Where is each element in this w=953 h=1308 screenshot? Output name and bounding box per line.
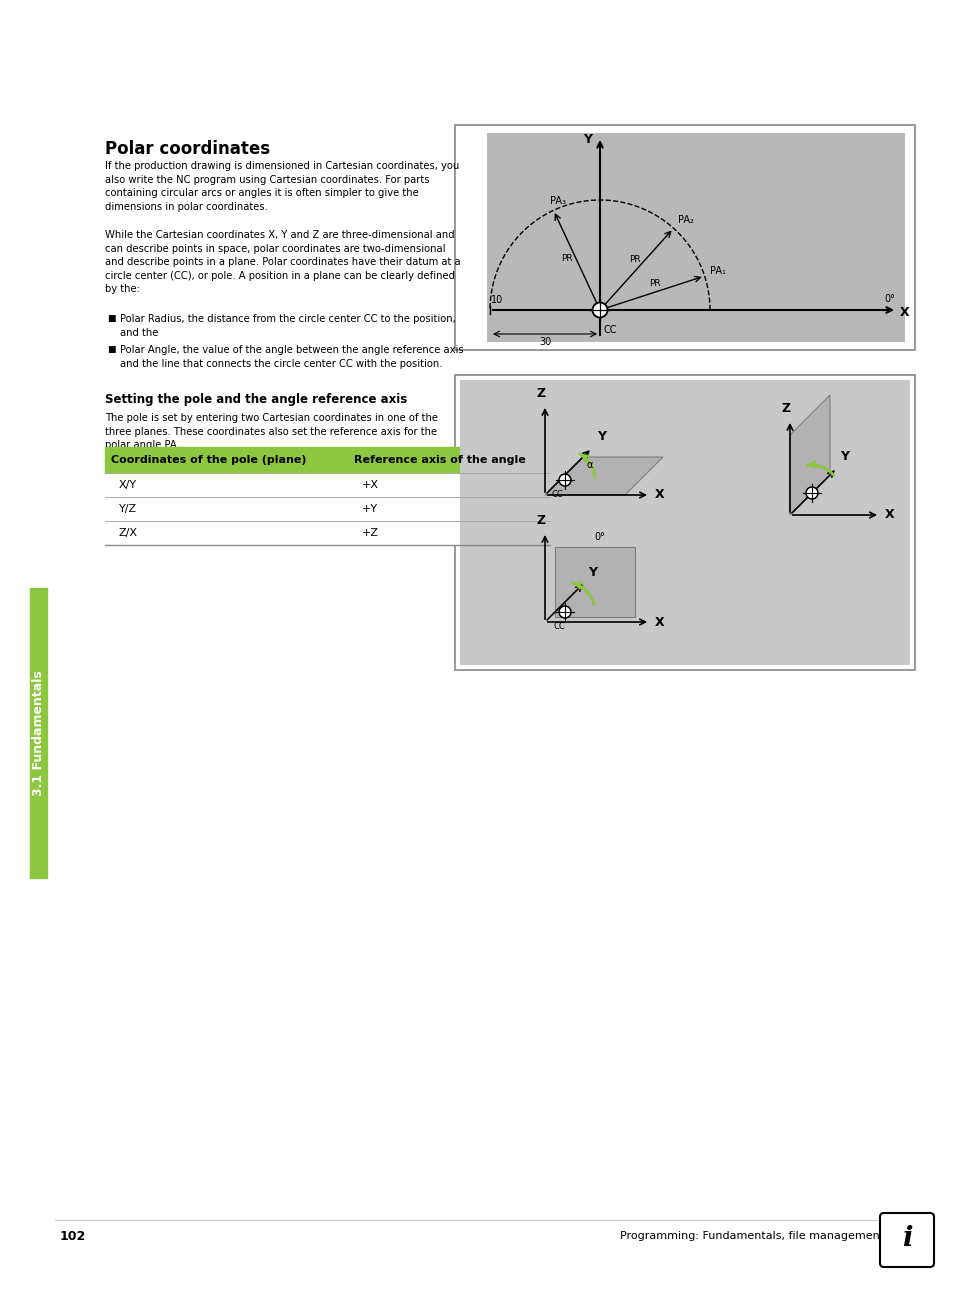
Circle shape [805, 487, 817, 498]
Text: 3.1 Fundamentals: 3.1 Fundamentals [32, 670, 45, 795]
Polygon shape [555, 547, 635, 617]
Text: i: i [901, 1224, 911, 1252]
Bar [105, 473, 550, 497]
Bar [105, 497, 550, 521]
FancyBboxPatch shape [879, 1213, 933, 1267]
Text: +X: +X [362, 480, 378, 490]
Text: Reference axis of the angle: Reference axis of the angle [354, 455, 525, 466]
Bar [486, 133, 904, 341]
Text: PR: PR [628, 255, 639, 264]
Bar [459, 381, 909, 664]
Polygon shape [544, 456, 662, 494]
Text: ■: ■ [107, 345, 115, 354]
Text: Z/X: Z/X [119, 528, 138, 538]
Text: 102: 102 [60, 1230, 86, 1243]
Text: Y/Z: Y/Z [119, 504, 137, 514]
Text: CC: CC [551, 490, 562, 498]
Text: Polar coordinates: Polar coordinates [105, 140, 270, 158]
Polygon shape [789, 395, 829, 515]
Circle shape [592, 302, 607, 318]
Text: Y: Y [582, 133, 592, 146]
Text: Y: Y [840, 450, 848, 463]
Text: PR: PR [560, 254, 573, 263]
Text: α: α [586, 460, 593, 470]
Text: 0°: 0° [594, 532, 605, 542]
Text: Polar Radius, the distance from the circle center CC to the position,
and the: Polar Radius, the distance from the circ… [120, 314, 456, 337]
Text: Y: Y [597, 430, 605, 443]
Text: 10: 10 [491, 296, 503, 305]
Text: CC: CC [603, 324, 617, 335]
Text: Polar Angle, the value of the angle between the angle reference axis
and the lin: Polar Angle, the value of the angle betw… [120, 345, 463, 369]
Bar [105, 447, 550, 473]
Text: 0°: 0° [883, 294, 895, 303]
Text: X: X [655, 616, 664, 629]
Text: CC: CC [553, 623, 564, 630]
Text: PR: PR [649, 279, 660, 288]
Text: ■: ■ [107, 314, 115, 323]
Text: Z: Z [536, 387, 545, 400]
Bar [30, 589, 47, 878]
Text: Coordinates of the pole (plane): Coordinates of the pole (plane) [111, 455, 306, 466]
Text: PA₃: PA₃ [549, 196, 565, 207]
Text: X: X [655, 488, 664, 501]
Text: Setting the pole and the angle reference axis: Setting the pole and the angle reference… [105, 392, 407, 405]
Text: The pole is set by entering two Cartesian coordinates in one of the
three planes: The pole is set by entering two Cartesia… [105, 413, 437, 450]
Text: +Z: +Z [362, 528, 378, 538]
Text: Z: Z [536, 514, 545, 527]
Text: X/Y: X/Y [119, 480, 137, 490]
Text: Z: Z [781, 402, 790, 415]
Text: Programming: Fundamentals, file management: Programming: Fundamentals, file manageme… [619, 1231, 883, 1241]
Text: PA₁: PA₁ [709, 266, 724, 276]
Circle shape [558, 473, 571, 487]
Text: While the Cartesian coordinates X, Y and Z are three-dimensional and
can describ: While the Cartesian coordinates X, Y and… [105, 230, 460, 294]
Text: 30: 30 [538, 337, 551, 347]
Bar [105, 521, 550, 545]
Circle shape [558, 606, 571, 617]
Text: X: X [884, 509, 894, 522]
Text: If the production drawing is dimensioned in Cartesian coordinates, you
also writ: If the production drawing is dimensioned… [105, 161, 458, 212]
Text: +Y: +Y [362, 504, 378, 514]
Text: X: X [899, 306, 908, 319]
Text: Y: Y [587, 566, 597, 579]
Bar [455, 375, 914, 670]
Bar [455, 126, 914, 351]
Text: PA₂: PA₂ [677, 216, 693, 225]
